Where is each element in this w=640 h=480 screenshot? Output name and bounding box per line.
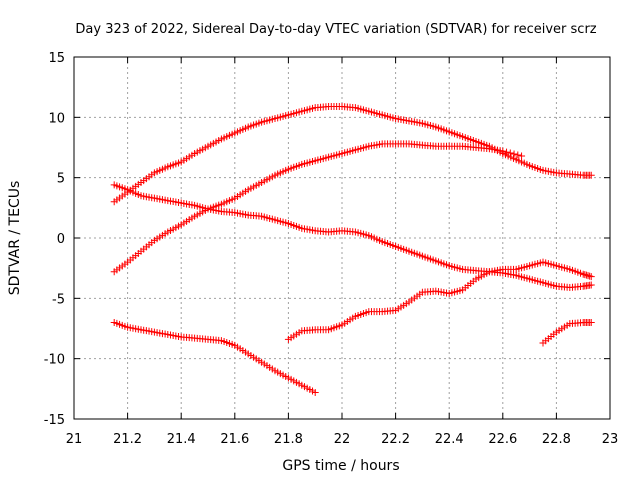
y-tick-label: 0 — [57, 232, 65, 247]
series-markers — [284, 258, 595, 343]
x-axis: 21 21.2 21.4 21.6 21.8 22 22.2 22.4 22.6 22.8 23 — [66, 57, 619, 447]
series-s3 — [110, 181, 595, 291]
series-s5 — [284, 258, 595, 343]
x-tick-label: 21.4 — [167, 432, 196, 447]
y-tick-label: 5 — [57, 172, 65, 187]
y-tick-label: -15 — [44, 413, 65, 428]
x-tick-label: 22.6 — [488, 432, 517, 447]
chart-title: Day 323 of 2022, Sidereal Day-to-day VTE… — [75, 22, 596, 37]
series-s2 — [110, 140, 526, 276]
series-markers — [110, 318, 319, 396]
series-markers — [539, 318, 595, 347]
x-tick-label: 22 — [334, 432, 351, 447]
y-tick-label: 10 — [48, 111, 65, 126]
x-tick-label: 22.4 — [435, 432, 464, 447]
x-tick-label: 22.8 — [542, 432, 571, 447]
x-tick-label: 21.2 — [113, 432, 142, 447]
x-tick-label: 21.8 — [274, 432, 303, 447]
x-tick-label: 21.6 — [220, 432, 249, 447]
y-tick-label: -5 — [52, 292, 65, 307]
series-s4 — [110, 318, 319, 396]
x-tick-label: 23 — [602, 432, 619, 447]
series-s6 — [539, 318, 595, 347]
series-markers — [110, 140, 526, 276]
x-tick-label: 21 — [66, 432, 83, 447]
y-tick-label: 15 — [48, 51, 65, 66]
x-tick-label: 22.2 — [381, 432, 410, 447]
y-axis-label: SDTVAR / TECUs — [7, 181, 23, 296]
series-markers — [110, 181, 595, 291]
y-axis: -15 -10 -5 0 5 10 15 — [44, 51, 610, 428]
y-tick-label: -10 — [44, 353, 65, 368]
data-points — [110, 102, 595, 396]
x-axis-label: GPS time / hours — [282, 458, 399, 474]
